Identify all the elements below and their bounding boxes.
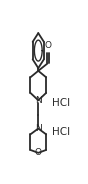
Text: N: N — [35, 124, 42, 133]
Text: HCl: HCl — [52, 128, 70, 137]
Text: O: O — [45, 41, 52, 50]
Text: HCl: HCl — [52, 98, 70, 108]
Text: N: N — [35, 96, 42, 105]
Text: O: O — [35, 148, 42, 157]
